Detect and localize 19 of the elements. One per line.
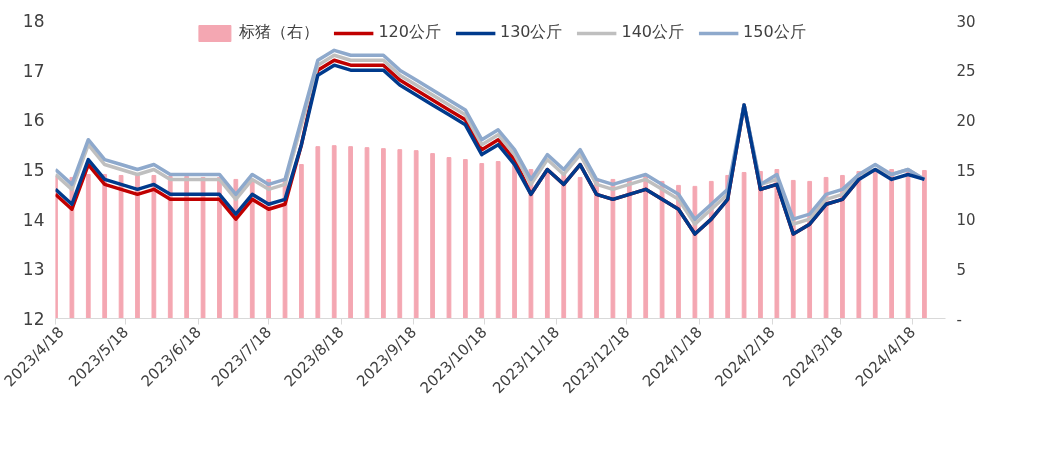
y2-tick-label: 30 — [956, 12, 976, 31]
legend-label: 标猪（右） — [239, 22, 320, 43]
y-tick-label: 17 — [22, 60, 45, 81]
legend-label: 140公斤 — [621, 22, 685, 43]
legend-label: 130公斤 — [499, 22, 563, 43]
y2-tick-label: - — [956, 310, 962, 329]
y2-tick-label: 10 — [956, 211, 976, 230]
y-tick-label: 18 — [22, 11, 45, 31]
y-tick-label: 14 — [22, 209, 45, 230]
y-tick-label: 12 — [22, 309, 45, 329]
y2-tick-label: 15 — [956, 161, 976, 180]
y2-tick-label: 25 — [956, 62, 976, 81]
y-tick-label: 16 — [22, 110, 45, 131]
y-tick-label: 13 — [22, 259, 45, 280]
legend-label: 150公斤 — [743, 22, 806, 43]
y2-tick-label: 20 — [956, 111, 976, 130]
y2-tick-label: 5 — [956, 260, 967, 279]
y-tick-label: 15 — [22, 160, 45, 180]
legend-label: 120公斤 — [378, 22, 441, 43]
